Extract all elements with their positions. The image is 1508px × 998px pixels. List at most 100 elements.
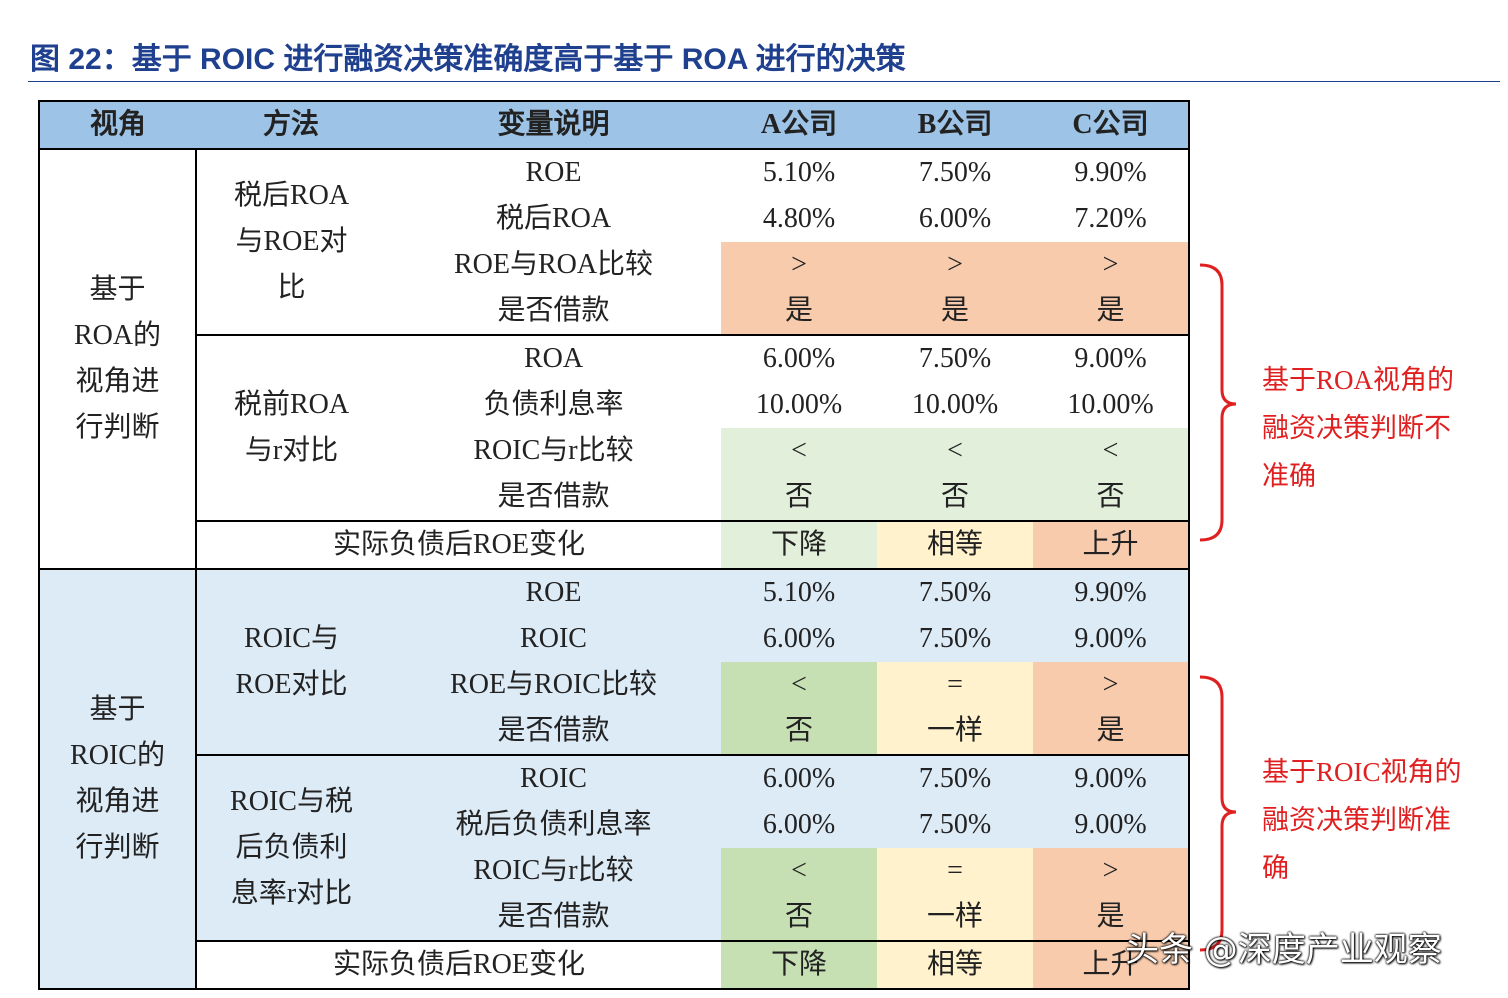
annotation: 基于ROA视角的融资决策判断不准确 <box>1262 365 1455 491</box>
brace <box>1199 675 1237 952</box>
variable-cell: 是否借款 <box>386 474 721 522</box>
value-cell: 是 <box>1033 894 1189 942</box>
value-cell: 7.50% <box>918 623 992 654</box>
variable-cell: ROE <box>525 157 582 188</box>
value-cell: 6.00% <box>762 343 836 374</box>
value-cell: 是 <box>721 288 877 336</box>
value-cell: 7.50% <box>918 343 992 374</box>
variable-cell: ROE与ROIC比较 <box>450 669 657 700</box>
method-cell: ROIC与税后负债利息率r对比 <box>196 755 386 942</box>
perspective-cell: 基于ROA的视角进行判断 <box>39 149 197 570</box>
value-cell: < <box>721 848 877 894</box>
value-cell: 否 <box>1033 474 1189 522</box>
value-cell: 10.00% <box>1067 389 1154 420</box>
value-cell: > <box>721 242 877 288</box>
variable-cell: ROA <box>523 343 584 374</box>
perspective-cell: 基于ROIC的视角进行判断 <box>39 569 197 990</box>
value-cell: 是 <box>877 288 1033 336</box>
value-cell: 10.00% <box>755 389 843 420</box>
value-cell: 下降 <box>721 941 877 990</box>
variable-cell: 负债利息率 <box>483 389 624 420</box>
header-row: 视角 方法 变量说明 A公司 B公司 C公司 <box>39 101 1189 150</box>
variable-cell: ROE与ROA比较 <box>453 249 654 280</box>
value-cell: < <box>721 428 877 474</box>
result-row: 实际负债后ROE变化 下降 相等 上升 <box>39 941 1189 990</box>
value-cell: 7.50% <box>918 577 992 608</box>
value-cell: 否 <box>877 474 1033 522</box>
table-row: 是否借款是是是 <box>39 288 1189 336</box>
result-label: 实际负债后ROE变化 <box>196 941 721 990</box>
variable-cell: 是否借款 <box>386 708 721 756</box>
value-cell: 否 <box>721 708 877 756</box>
value-cell: 9.00% <box>1074 623 1147 654</box>
value-cell: 9.90% <box>1074 157 1147 188</box>
value-cell: 10.00% <box>911 389 999 420</box>
table-row: ROIC与税后负债利息率r对比 ROIC 6.00% 7.50% 9.00% <box>39 755 1189 942</box>
table-row: 基于ROIC的视角进行判断 ROIC与ROE对比 ROE 5.10% 7.50% 9.90… <box>39 569 1189 990</box>
variable-cell: 税后负债利息率 <box>455 809 652 840</box>
variable-cell: ROIC <box>520 763 587 794</box>
method-cell: 税前ROA与r对比 <box>196 335 386 522</box>
column-header: B公司 <box>877 101 1033 150</box>
column-header: 方法 <box>196 101 386 150</box>
value-cell: 相等 <box>877 941 1033 990</box>
value-cell: 一样 <box>877 894 1033 942</box>
value-cell: 9.90% <box>1074 577 1147 608</box>
value-cell: 6.00% <box>762 623 836 654</box>
watermark: 头条 @深度产业观察 <box>1125 930 1442 970</box>
value-cell: < <box>877 428 1033 474</box>
table-row: 税前ROA与r对比 ROA 6.00% 7.50% 9.00% <box>39 335 1189 522</box>
variable-cell: 税后ROA <box>495 203 612 234</box>
value-cell: > <box>877 242 1033 288</box>
title-rule <box>28 81 1500 82</box>
value-cell: 下降 <box>721 521 877 570</box>
value-cell: < <box>1033 428 1189 474</box>
method-cell: ROIC与ROE对比 <box>196 569 386 756</box>
result-row: 实际负债后ROE变化 下降 相等 上升 <box>39 521 1189 570</box>
value-cell: 7.50% <box>918 809 992 840</box>
result-label: 实际负债后ROE变化 <box>196 521 721 570</box>
value-cell: < <box>721 662 877 708</box>
value-cell: = <box>877 848 1033 894</box>
value-cell: 5.10% <box>762 577 836 608</box>
value-cell: 6.00% <box>762 763 836 794</box>
value-cell: > <box>1033 662 1189 708</box>
value-cell: 上升 <box>1033 941 1189 990</box>
value-cell: 是 <box>1033 708 1189 756</box>
column-header: A公司 <box>721 101 877 150</box>
column-header: 视角 <box>39 101 196 150</box>
value-cell: 6.00% <box>918 203 992 234</box>
value-cell: 9.00% <box>1074 809 1147 840</box>
column-header: 变量说明 <box>386 101 721 150</box>
variable-cell: ROIC与r比较 <box>473 855 634 886</box>
title: 图 22：基于 ROIC 进行融资决策准确度高于基于 ROA 进行的决策 <box>30 43 906 76</box>
value-cell: 上升 <box>1033 521 1189 570</box>
variable-cell: 是否借款 <box>386 894 721 942</box>
value-cell: 5.10% <box>762 157 836 188</box>
variable-cell: ROE <box>525 577 582 608</box>
brace <box>1199 263 1237 542</box>
value-cell: 9.00% <box>1074 763 1147 794</box>
table-row: 基于ROA的视角进行判断 税后ROA与ROE对比 ROE 5.10% 7.50% 9.90… <box>39 149 1189 570</box>
value-cell: 7.50% <box>918 763 992 794</box>
value-cell: 否 <box>721 474 877 522</box>
value-cell: 7.50% <box>918 157 992 188</box>
value-cell: > <box>1033 848 1189 894</box>
value-cell: 一样 <box>877 708 1033 756</box>
method-cell: 税后ROA与ROE对比 <box>196 149 386 336</box>
value-cell: 7.20% <box>1074 203 1147 234</box>
value-cell: 是 <box>1033 288 1189 336</box>
value-cell: 6.00% <box>762 809 836 840</box>
value-cell: 相等 <box>877 521 1033 570</box>
annotation: 基于ROIC视角的融资决策判断准确 <box>1262 757 1462 883</box>
value-cell: 9.00% <box>1074 343 1147 374</box>
variable-cell: ROIC与r比较 <box>473 435 634 466</box>
value-cell: > <box>1033 242 1189 288</box>
column-header: C公司 <box>1033 101 1189 150</box>
value-cell: 否 <box>721 894 877 942</box>
data-table: 视角 方法 变量说明 A公司 B公司 C公司 基于ROA的视角进行判断 税后ROA与ROE对比… <box>38 100 1190 990</box>
value-cell: = <box>877 662 1033 708</box>
value-cell: 4.80% <box>762 203 836 234</box>
variable-cell: 是否借款 <box>386 288 721 336</box>
